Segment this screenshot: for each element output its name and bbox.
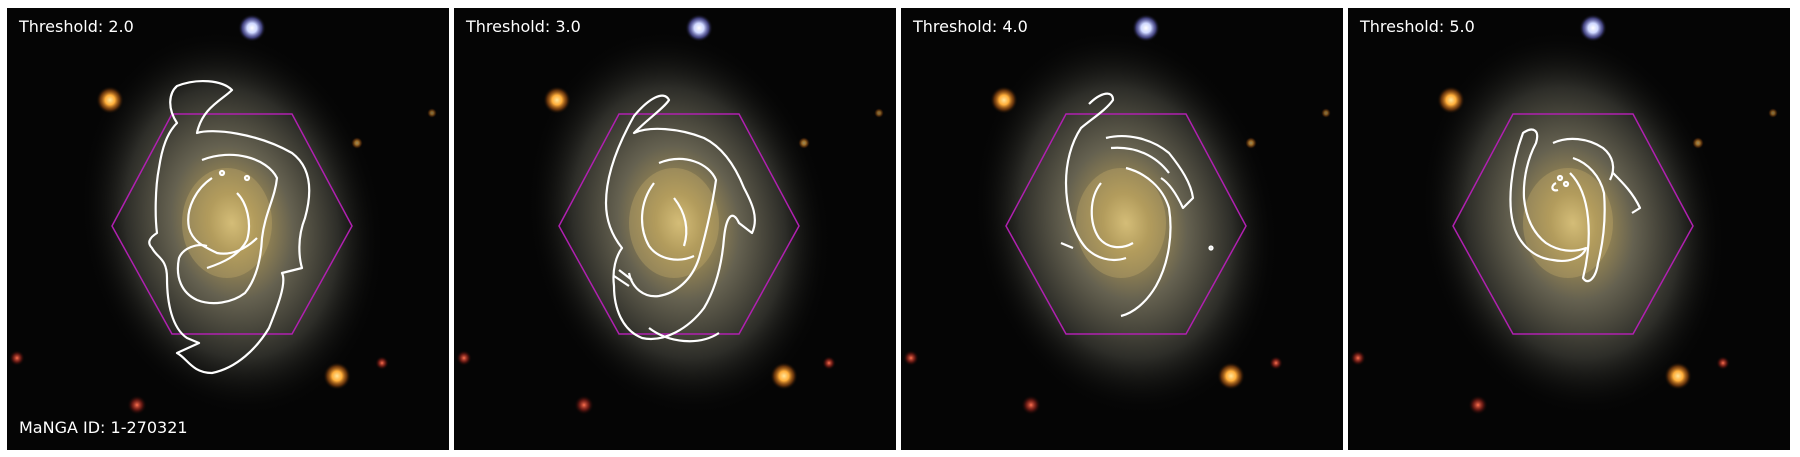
galaxy-image xyxy=(1348,8,1790,450)
panel-threshold-3: Threshold: 3.0 xyxy=(454,8,896,450)
threshold-label: Threshold: 3.0 xyxy=(466,17,581,36)
galaxy-image xyxy=(901,8,1343,450)
threshold-label: Threshold: 4.0 xyxy=(913,17,1028,36)
contour-set xyxy=(1509,128,1642,283)
contour-set xyxy=(604,94,756,343)
panel-threshold-2: Threshold: 2.0 MaNGA ID: 1-270321 xyxy=(7,8,449,450)
manga-id-label: MaNGA ID: 1-270321 xyxy=(19,418,188,437)
threshold-label: Threshold: 5.0 xyxy=(1360,17,1475,36)
panel-threshold-5: Threshold: 5.0 xyxy=(1348,8,1790,450)
contour-set xyxy=(1060,92,1214,318)
contour-set xyxy=(148,80,311,375)
panel-threshold-4: Threshold: 4.0 xyxy=(901,8,1343,450)
galaxy-image xyxy=(454,8,896,450)
galaxy-image xyxy=(7,8,449,450)
threshold-label: Threshold: 2.0 xyxy=(19,17,134,36)
